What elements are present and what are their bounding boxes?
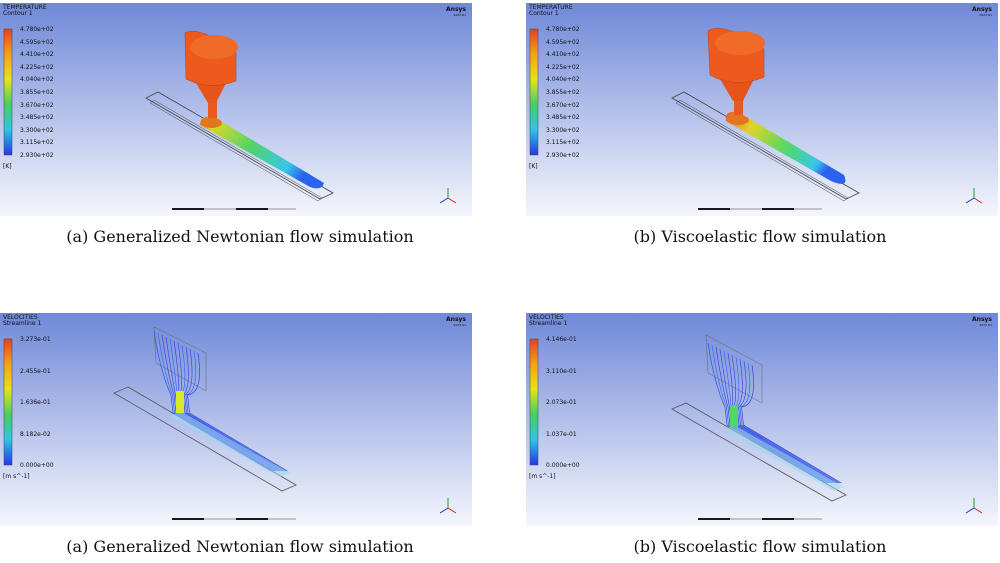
extrudate-strand (200, 116, 324, 189)
legend-tick-label: 3.485e+02 (546, 114, 580, 122)
streamline (165, 336, 276, 472)
legend-tick-label: 3.670e+02 (20, 101, 54, 109)
temperature-panel-newtonian: TEMPERATURE Contour 1 4.780e+02 4.595e+02 4… (0, 3, 472, 216)
legend-tick-label: 4.146e-01 (546, 336, 577, 343)
legend-tick-label: 0.000e+00 (546, 462, 580, 469)
legend-tick-label: 3.273e-01 (20, 336, 51, 343)
caption-bottom-right: (b) Viscoelastic flow simulation (633, 537, 887, 556)
legend-title: TEMPERATURE Contour 1 (3, 4, 47, 18)
streamline (739, 362, 841, 484)
streamline (715, 346, 829, 484)
legend-tick-label: 2.930e+02 (546, 152, 580, 159)
legend-tick-label: 3.300e+02 (20, 126, 54, 134)
ansys-logo: Ansys 2023 R1 (446, 6, 466, 17)
mold-plate-outline (113, 386, 297, 492)
viewport-graphic (0, 3, 472, 216)
caption-top-left: (a) Generalized Newtonian flow simulatio… (66, 227, 414, 246)
streamline (741, 364, 842, 484)
velocity-panel-viscoelastic: VELOCITIES Streamline 1 4.146e-01 3.110e-0… (526, 313, 998, 526)
extrudate-strand (725, 112, 846, 184)
legend-title: VELOCITIES Streamline 1 (3, 314, 42, 328)
legend-tick-label: 4.410e+02 (546, 51, 580, 59)
legend-colorbar (529, 28, 539, 156)
mold-plate-outline (671, 402, 847, 502)
legend-tick-label: 3.485e+02 (20, 114, 54, 122)
legend-tick-label: 2.073e-01 (546, 399, 577, 406)
extrudate-strand (724, 425, 844, 491)
legend-tick-label: 3.110e-01 (546, 367, 577, 375)
legend-unit: [m s^-1] (529, 473, 556, 480)
legend-title: VELOCITIES Streamline 1 (529, 314, 568, 328)
legend-tick-label: 4.780e+02 (546, 26, 580, 33)
legend-colorbar (529, 338, 539, 466)
streamline (738, 360, 839, 484)
nozzle-jet (176, 391, 184, 413)
legend-tick-label: 8.182e-02 (20, 430, 51, 438)
streamline (707, 342, 826, 484)
mold-plate-outline (145, 91, 334, 200)
extrudate-strand (170, 411, 290, 477)
ansys-logo: Ansys 2023 R1 (446, 316, 466, 327)
axis-triad (965, 188, 983, 204)
legend-title: TEMPERATURE Contour 1 (529, 4, 573, 18)
viewport-graphic (526, 313, 998, 526)
axis-triad (439, 498, 457, 514)
hopper-outline (153, 326, 207, 392)
nozzle-jet (730, 405, 738, 427)
axis-triad (439, 188, 457, 204)
legend-tick-label: 4.225e+02 (546, 63, 580, 71)
viewport-graphic (0, 313, 472, 526)
print-nozzle (720, 79, 754, 101)
ansys-logo: Ansys 2023 R1 (972, 316, 992, 327)
caption-bottom-left: (a) Generalized Newtonian flow simulatio… (66, 537, 414, 556)
legend-tick-label: 4.410e+02 (20, 51, 54, 59)
legend-tick-label: 4.040e+02 (546, 76, 580, 84)
legend-tick-label: 1.636e-01 (20, 399, 51, 406)
streamline (153, 330, 272, 472)
legend-tick-label: 4.040e+02 (20, 76, 54, 84)
legend-tick-label: 3.115e+02 (20, 139, 54, 147)
streamline (711, 344, 827, 484)
legend-tick-label: 3.855e+02 (546, 89, 580, 96)
velocity-panel-newtonian: VELOCITIES Streamline 1 3.273e-01 2.455e-0… (0, 313, 472, 526)
legend-unit: [K] (529, 163, 538, 170)
legend-tick-label: 2.930e+02 (20, 152, 54, 159)
legend-tick-label: 0.000e+00 (20, 462, 54, 469)
legend-colorbar (3, 338, 13, 466)
streamlines (153, 330, 288, 472)
print-nozzle (196, 83, 226, 103)
mold-plate-outline (671, 91, 860, 200)
streamline (185, 350, 287, 472)
legend-tick-label: 2.455e-01 (20, 367, 51, 375)
legend-tick-label: 3.670e+02 (546, 101, 580, 109)
caption-top-right: (b) Viscoelastic flow simulation (633, 227, 887, 246)
legend-tick-label: 1.037e-01 (546, 430, 577, 438)
temperature-panel-viscoelastic: TEMPERATURE Contour 1 4.780e+02 4.595e+02 4… (526, 3, 998, 216)
legend-tick-label: 3.300e+02 (546, 126, 580, 134)
legend-unit: [K] (3, 163, 12, 170)
axis-triad (965, 498, 983, 514)
legend-colorbar (3, 28, 13, 156)
viewport-graphic (526, 3, 998, 216)
hopper-outline (705, 334, 763, 404)
legend-tick-label: 4.595e+02 (20, 38, 54, 46)
ansys-logo: Ansys 2023 R1 (972, 6, 992, 17)
legend-tick-label: 4.225e+02 (20, 63, 54, 71)
legend-tick-label: 3.115e+02 (546, 139, 580, 147)
streamline (719, 348, 830, 484)
legend-unit: [m s^-1] (3, 473, 30, 480)
legend-tick-label: 3.855e+02 (20, 89, 54, 96)
streamline (161, 334, 275, 472)
streamline (157, 332, 273, 472)
legend-tick-label: 4.780e+02 (20, 26, 54, 33)
streamline (184, 348, 285, 472)
legend-tick-label: 4.595e+02 (546, 38, 580, 46)
streamline (187, 352, 288, 472)
